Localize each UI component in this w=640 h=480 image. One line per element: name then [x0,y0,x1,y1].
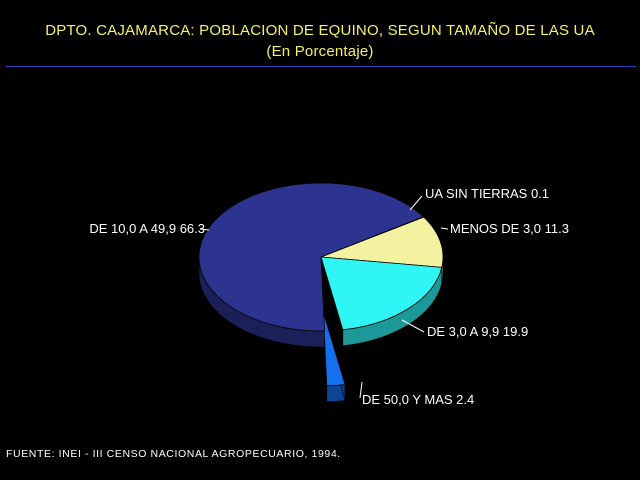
leader-line-1 [440,227,449,230]
leader-line-4 [199,228,210,231]
leader-line-2 [401,319,425,333]
leader-line-3 [359,381,363,399]
chart-subtitle: (En Porcentaje) [266,43,374,60]
title-divider [6,66,636,67]
pie-slice-2 [320,256,443,331]
slice-label-0: UA SIN TIERRAS 0.1 [425,186,549,201]
source-note: FUENTE: INEI - III CENSO NACIONAL AGROPE… [6,448,341,460]
pie-slice-1 [320,216,444,268]
slice-label-4: DE 10,0 A 49,9 66.3 [89,221,205,236]
chart-title: DPTO. CAJAMARCA: POBLACION DE EQUINO, SE… [45,22,595,39]
slice-label-2: DE 3,0 A 9,9 19.9 [427,324,528,339]
slice-label-3: DE 50,0 Y MAS 2.4 [362,392,474,407]
pie-slice-3 [322,311,346,387]
slice-label-1: MENOS DE 3,0 11.3 [450,221,569,236]
leader-line-0 [409,195,423,211]
pie-slice-4 [198,182,425,332]
